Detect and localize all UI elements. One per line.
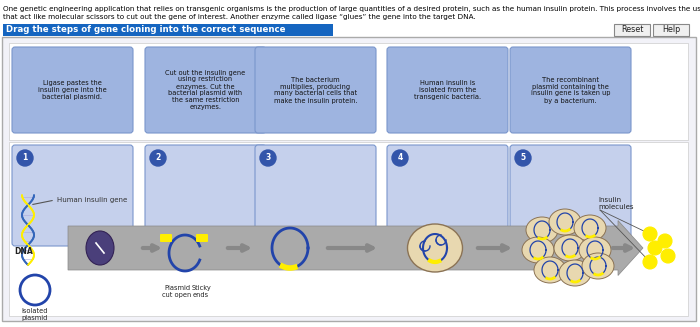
Text: One genetic engineering application that relies on transgenic organisms is the p: One genetic engineering application that… — [3, 6, 700, 12]
Circle shape — [658, 234, 672, 248]
Ellipse shape — [574, 215, 606, 241]
FancyBboxPatch shape — [160, 234, 172, 242]
Ellipse shape — [579, 237, 611, 263]
Text: Reset: Reset — [621, 26, 643, 35]
Text: 2: 2 — [155, 153, 160, 163]
FancyArrow shape — [68, 220, 643, 276]
Text: 4: 4 — [398, 153, 402, 163]
Text: 1: 1 — [22, 153, 27, 163]
FancyBboxPatch shape — [145, 47, 266, 133]
Text: Isolated
plasmid: Isolated plasmid — [22, 308, 48, 321]
FancyBboxPatch shape — [9, 43, 688, 140]
FancyBboxPatch shape — [387, 145, 508, 246]
Circle shape — [643, 227, 657, 241]
Ellipse shape — [582, 253, 614, 279]
Text: Insulin
molecules: Insulin molecules — [598, 197, 634, 210]
Ellipse shape — [86, 231, 114, 265]
Text: Human insulin gene: Human insulin gene — [57, 197, 127, 203]
Text: 3: 3 — [265, 153, 271, 163]
Circle shape — [392, 150, 408, 166]
Circle shape — [515, 150, 531, 166]
Text: Help: Help — [662, 26, 680, 35]
FancyBboxPatch shape — [653, 24, 689, 36]
Circle shape — [643, 255, 657, 269]
FancyBboxPatch shape — [12, 47, 133, 133]
FancyBboxPatch shape — [3, 24, 333, 36]
Ellipse shape — [522, 237, 554, 263]
FancyBboxPatch shape — [510, 47, 631, 133]
Ellipse shape — [549, 209, 581, 235]
FancyBboxPatch shape — [255, 145, 376, 246]
FancyBboxPatch shape — [196, 234, 208, 242]
Text: that act like molecular scissors to cut out the gene of interest. Another enzyme: that act like molecular scissors to cut … — [3, 14, 476, 20]
FancyBboxPatch shape — [614, 24, 650, 36]
Text: Ligase pastes the
insulin gene into the
bacterial plasmid.: Ligase pastes the insulin gene into the … — [38, 80, 107, 100]
Text: Cut out the insulin gene
using restriction
enzymes. Cut the
bacterial plasmid wi: Cut out the insulin gene using restricti… — [165, 70, 246, 111]
Text: Sticky
ends: Sticky ends — [191, 285, 211, 298]
FancyBboxPatch shape — [12, 145, 133, 246]
Text: The bacterium
multiplies, producing
many bacterial cells that
make the insulin p: The bacterium multiplies, producing many… — [274, 77, 357, 104]
Text: DNA: DNA — [14, 248, 33, 256]
FancyBboxPatch shape — [255, 47, 376, 133]
Circle shape — [17, 150, 33, 166]
Ellipse shape — [534, 257, 566, 283]
Text: Plasmid
cut open: Plasmid cut open — [162, 285, 192, 298]
Text: The recombinant
plasmid containing the
insulin gene is taken up
by a bacterium.: The recombinant plasmid containing the i… — [531, 77, 610, 104]
FancyBboxPatch shape — [9, 142, 688, 316]
FancyBboxPatch shape — [387, 47, 508, 133]
Text: Human insulin is
isolated from the
transgenic bacteria.: Human insulin is isolated from the trans… — [414, 80, 481, 100]
FancyBboxPatch shape — [510, 145, 631, 246]
Circle shape — [648, 241, 662, 255]
Text: 5: 5 — [520, 153, 526, 163]
FancyBboxPatch shape — [2, 37, 696, 321]
Ellipse shape — [526, 217, 558, 243]
Circle shape — [260, 150, 276, 166]
Text: Drag the steps of gene cloning into the correct sequence: Drag the steps of gene cloning into the … — [6, 26, 286, 35]
Ellipse shape — [554, 235, 586, 261]
FancyBboxPatch shape — [145, 145, 266, 246]
Circle shape — [150, 150, 166, 166]
Circle shape — [661, 249, 675, 263]
Ellipse shape — [559, 260, 591, 286]
Ellipse shape — [407, 224, 463, 272]
